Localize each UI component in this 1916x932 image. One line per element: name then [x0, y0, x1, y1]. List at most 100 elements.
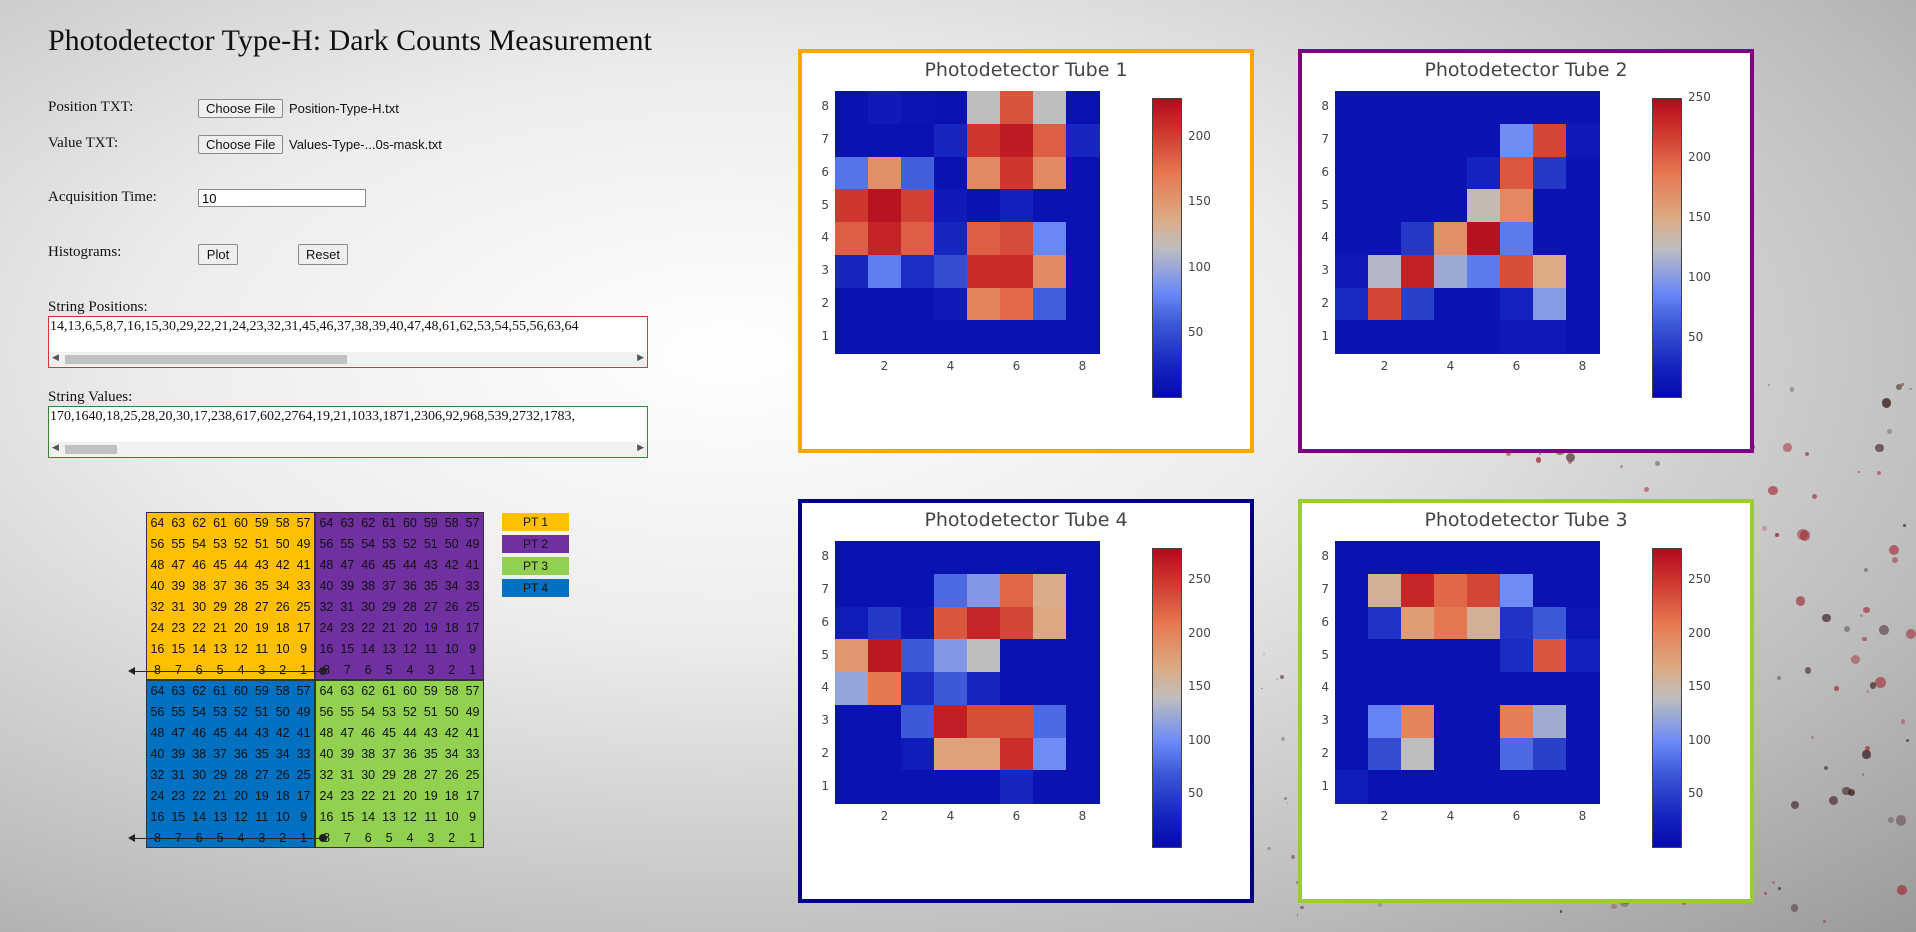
- speckle: [1896, 815, 1907, 826]
- speckle: [1869, 682, 1877, 689]
- speckle: [1790, 800, 1800, 810]
- pixel-number: 41: [465, 558, 480, 572]
- speckle: [1377, 903, 1382, 907]
- heatmap-cell: [1566, 737, 1600, 771]
- scroll-left-icon[interactable]: ◀: [52, 443, 59, 453]
- pixel-number: 5: [385, 831, 393, 845]
- y-tick-label: 2: [1321, 745, 1329, 760]
- speckle: [1762, 526, 1768, 532]
- heatmap-cell: [934, 254, 968, 288]
- heatmap-cell: [1335, 639, 1369, 673]
- heatmap-cell: [967, 737, 1001, 771]
- pixel-map-quadrant-pt1: 64 63 62 61 60 59 58 57 56 55 54 53 52 51 50 49 48 47 46 45…: [146, 512, 315, 680]
- y-tick-label: 2: [821, 745, 829, 760]
- speckle: [1267, 846, 1272, 851]
- heatmap-cell: [868, 123, 902, 157]
- scroll-right-icon[interactable]: ▶: [637, 353, 644, 363]
- pixel-number: 16: [319, 642, 334, 656]
- pixel-number: 28: [402, 768, 417, 782]
- colorbar-tick-label: 200: [1688, 150, 1711, 164]
- speckle: [1843, 625, 1850, 632]
- pixel-number: 42: [275, 558, 290, 572]
- pixel-number: 13: [382, 810, 397, 824]
- colorbar-tick-label: 50: [1688, 786, 1704, 801]
- reset-button[interactable]: Reset: [298, 244, 348, 265]
- heatmap-cell: [1335, 770, 1369, 804]
- pixel-number: 34: [444, 579, 459, 593]
- pixel-number: 14: [361, 642, 376, 656]
- pixel-number: 29: [213, 600, 228, 614]
- value-choose-file-button[interactable]: Choose File: [198, 135, 284, 154]
- heatmap-cell: [1500, 254, 1534, 288]
- heatmap-cell: [934, 672, 968, 706]
- heatmap-cell: [1566, 672, 1600, 706]
- pixel-number: 25: [465, 600, 480, 614]
- heatmap-cell: [1335, 672, 1369, 706]
- heatmap-cell: [835, 573, 869, 607]
- heatmap-cell: [1033, 541, 1067, 575]
- scroll-right-icon[interactable]: ▶: [637, 443, 644, 453]
- x-tick-label: 8: [1078, 359, 1087, 373]
- pixel-number: 62: [361, 684, 376, 698]
- heatmap-cell: [868, 573, 902, 607]
- colorbar-tick-label: 100: [1688, 732, 1711, 747]
- pixel-number: 36: [233, 579, 248, 593]
- pixel-number: 37: [382, 747, 397, 761]
- x-tick-label: 2: [880, 809, 889, 823]
- heatmap-cell: [1500, 770, 1534, 804]
- heatmap-cell: [868, 672, 902, 706]
- speckle: [1811, 493, 1817, 499]
- heatmap-cell: [934, 737, 968, 771]
- heatmap-cell: [1066, 222, 1100, 256]
- pixel-row: 16 15 14 13 12 11 10 9: [147, 807, 314, 828]
- y-tick-label: 5: [1321, 647, 1329, 662]
- speckle: [1842, 787, 1851, 796]
- scrollbar-thumb[interactable]: [65, 445, 117, 454]
- pixel-row: 24 23 22 21 20 19 18 17: [316, 618, 483, 639]
- heatmap-panel-tube-4: Photodetector Tube 4 1 2 3 4 5 6 7 8 2 4 6 8 50 100 15…: [798, 499, 1254, 903]
- pixel-row: 40 39 38 37 36 35 34 33: [316, 744, 483, 765]
- heatmap-cell: [1533, 573, 1567, 607]
- heatmap-cell: [1533, 320, 1567, 354]
- heatmap-cell: [1467, 320, 1501, 354]
- heatmap-cell: [868, 639, 902, 673]
- speckle: [1865, 746, 1871, 752]
- pixel-number: 1: [469, 663, 477, 677]
- heatmap-cell: [1401, 770, 1435, 804]
- heatmap-cell: [1401, 123, 1435, 157]
- string-values-textarea[interactable]: 170,1640,18,25,28,20,30,17,238,617,602,2…: [48, 406, 648, 458]
- pixel-number: 4: [406, 831, 414, 845]
- heatmap-cell: [1368, 770, 1402, 804]
- heatmap-cell: [1335, 123, 1369, 157]
- colorbar-tick-label: 200: [1188, 129, 1211, 144]
- heatmap-cell: [1066, 189, 1100, 223]
- string-positions-label: String Positions:: [48, 299, 148, 315]
- heatmap-cell: [868, 737, 902, 771]
- heatmap-cell: [835, 704, 869, 738]
- pixel-number: 15: [171, 810, 186, 824]
- pixel-number: 29: [382, 768, 397, 782]
- position-choose-file-button[interactable]: Choose File: [198, 99, 284, 118]
- heatmap-cell: [1368, 189, 1402, 223]
- scroll-left-icon[interactable]: ◀: [52, 353, 59, 363]
- string-positions-scrollbar[interactable]: ◀ ▶: [49, 352, 647, 367]
- heatmap-cell: [1066, 639, 1100, 673]
- acquisition-time-label: Acquisition Time:: [48, 189, 157, 205]
- scrollbar-thumb[interactable]: [65, 355, 347, 364]
- plot-button[interactable]: Plot: [198, 244, 238, 265]
- speckle: [1862, 636, 1867, 641]
- legend-pt3: PT 3: [502, 557, 569, 575]
- string-values-scrollbar[interactable]: ◀ ▶: [49, 442, 647, 457]
- string-positions-textarea[interactable]: 14,13,6,5,8,7,16,15,30,29,22,21,24,23,32…: [48, 316, 648, 368]
- pixel-number: 57: [296, 516, 311, 530]
- pixel-number: 40: [319, 747, 334, 761]
- pixel-number: 31: [171, 768, 186, 782]
- x-tick-label: 2: [1380, 359, 1389, 373]
- value-file-name: Values-Type-...0s-mask.txt: [289, 137, 442, 152]
- pixel-row: 32 31 30 29 28 27 26 25: [316, 597, 483, 618]
- position-txt-label: Position TXT:: [48, 99, 134, 115]
- heatmap-cell: [1368, 254, 1402, 288]
- speckle: [1783, 443, 1792, 453]
- acquisition-time-input[interactable]: [198, 189, 366, 207]
- pixel-number: 60: [402, 684, 417, 698]
